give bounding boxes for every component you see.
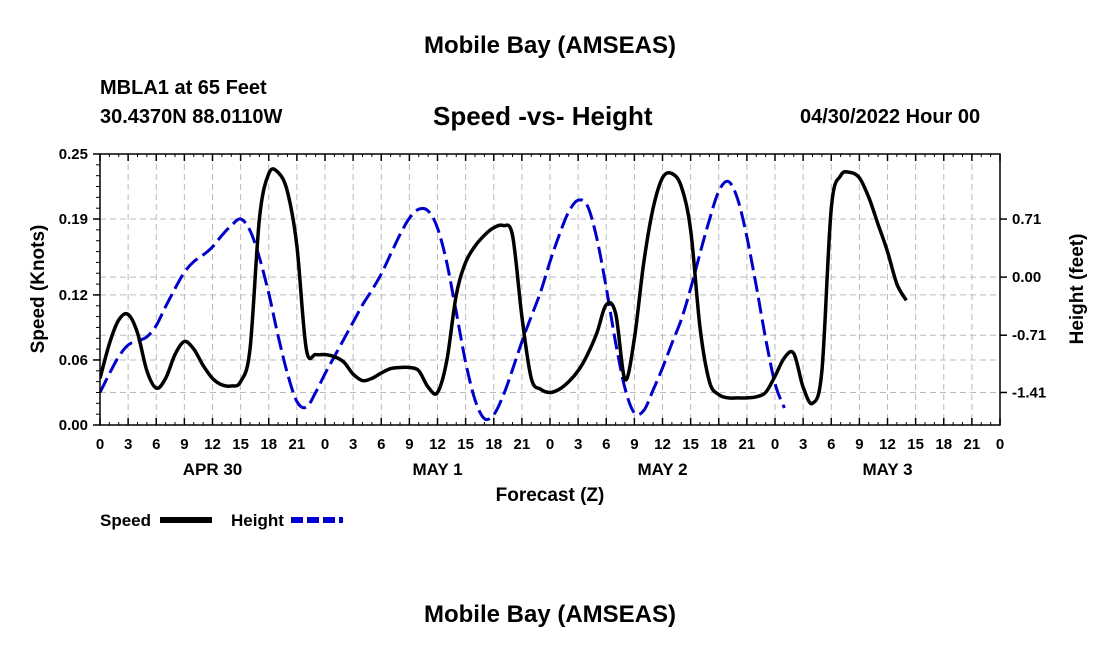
x-tick-label: 3 (349, 436, 357, 453)
x-tick-label: 15 (907, 436, 924, 453)
x-tick-label: 21 (514, 436, 531, 453)
y2-tick-label: -0.71 (1012, 327, 1046, 344)
y2-tick-label: 0.00 (1012, 269, 1041, 286)
y2-axis-label: Height (feet) (1067, 234, 1088, 345)
x-tick-label: 6 (827, 436, 835, 453)
day-label: MAY 1 (412, 460, 462, 479)
axis-labels: 0 3 6 9 12 15 18 21 0 3 6 9 12 15 18 21 0 3 6 9 12 15 18 21 0 3 6 9… (59, 146, 1046, 479)
chart-title: Speed -vs- Height (433, 101, 653, 131)
grid (100, 154, 1000, 425)
legend-speed-label: Speed (100, 511, 151, 530)
x-tick-label: 0 (771, 436, 779, 453)
x-tick-label: 12 (429, 436, 446, 453)
x-tick-label: 6 (602, 436, 610, 453)
x-tick-label: 15 (457, 436, 474, 453)
plot-frame (99, 153, 1001, 426)
x-tick-label: 0 (321, 436, 329, 453)
x-tick-label: 21 (739, 436, 756, 453)
y-tick-label: 0.19 (59, 211, 88, 228)
y2-tick-label: 0.71 (1012, 211, 1041, 228)
forecast-datetime: 04/30/2022 Hour 00 (800, 106, 981, 128)
x-tick-label: 9 (180, 436, 188, 453)
x-axis-label: Forecast (Z) (496, 485, 605, 506)
x-tick-label: 12 (654, 436, 671, 453)
x-tick-label: 3 (574, 436, 582, 453)
x-tick-label: 12 (879, 436, 896, 453)
day-label: APR 30 (183, 460, 243, 479)
x-tick-label: 18 (935, 436, 952, 453)
x-tick-label: 12 (204, 436, 221, 453)
x-tick-label: 6 (377, 436, 385, 453)
x-tick-label: 9 (855, 436, 863, 453)
x-tick-label: 18 (710, 436, 727, 453)
series-lines (100, 167, 908, 422)
x-tick-label: 18 (260, 436, 277, 453)
x-tick-label: 9 (630, 436, 638, 453)
x-tick-label: 6 (152, 436, 160, 453)
x-tick-label: 21 (964, 436, 981, 453)
x-tick-label: 0 (546, 436, 554, 453)
x-tick-label: 3 (799, 436, 807, 453)
height-series-line (100, 179, 786, 422)
footer-title: Mobile Bay (AMSEAS) (423, 601, 677, 628)
y-axis-label: Speed (Knots) (28, 225, 49, 354)
y-tick-label: 0.25 (59, 146, 88, 163)
y-tick-label: 0.00 (59, 417, 88, 434)
x-tick-label: 15 (682, 436, 699, 453)
x-tick-label: 0 (96, 436, 104, 453)
speed-series-line (100, 167, 908, 406)
y-tick-label: 0.06 (59, 352, 88, 369)
x-tick-label: 0 (996, 436, 1004, 453)
day-label: MAY 3 (862, 460, 912, 479)
x-tick-label: 3 (124, 436, 132, 453)
y-tick-label: 0.12 (59, 287, 88, 304)
station-coordinates: 30.4370N 88.0110W (100, 106, 283, 128)
x-tick-label: 9 (405, 436, 413, 453)
legend-height-label: Height (231, 511, 284, 530)
station-label: MBLA1 at 65 Feet (100, 77, 267, 99)
x-tick-label: 18 (485, 436, 502, 453)
page-title: Mobile Bay (AMSEAS) (423, 32, 677, 59)
x-tick-label: 15 (232, 436, 249, 453)
day-label: MAY 2 (637, 460, 687, 479)
y2-tick-label: -1.41 (1012, 384, 1046, 401)
x-tick-label: 21 (289, 436, 306, 453)
